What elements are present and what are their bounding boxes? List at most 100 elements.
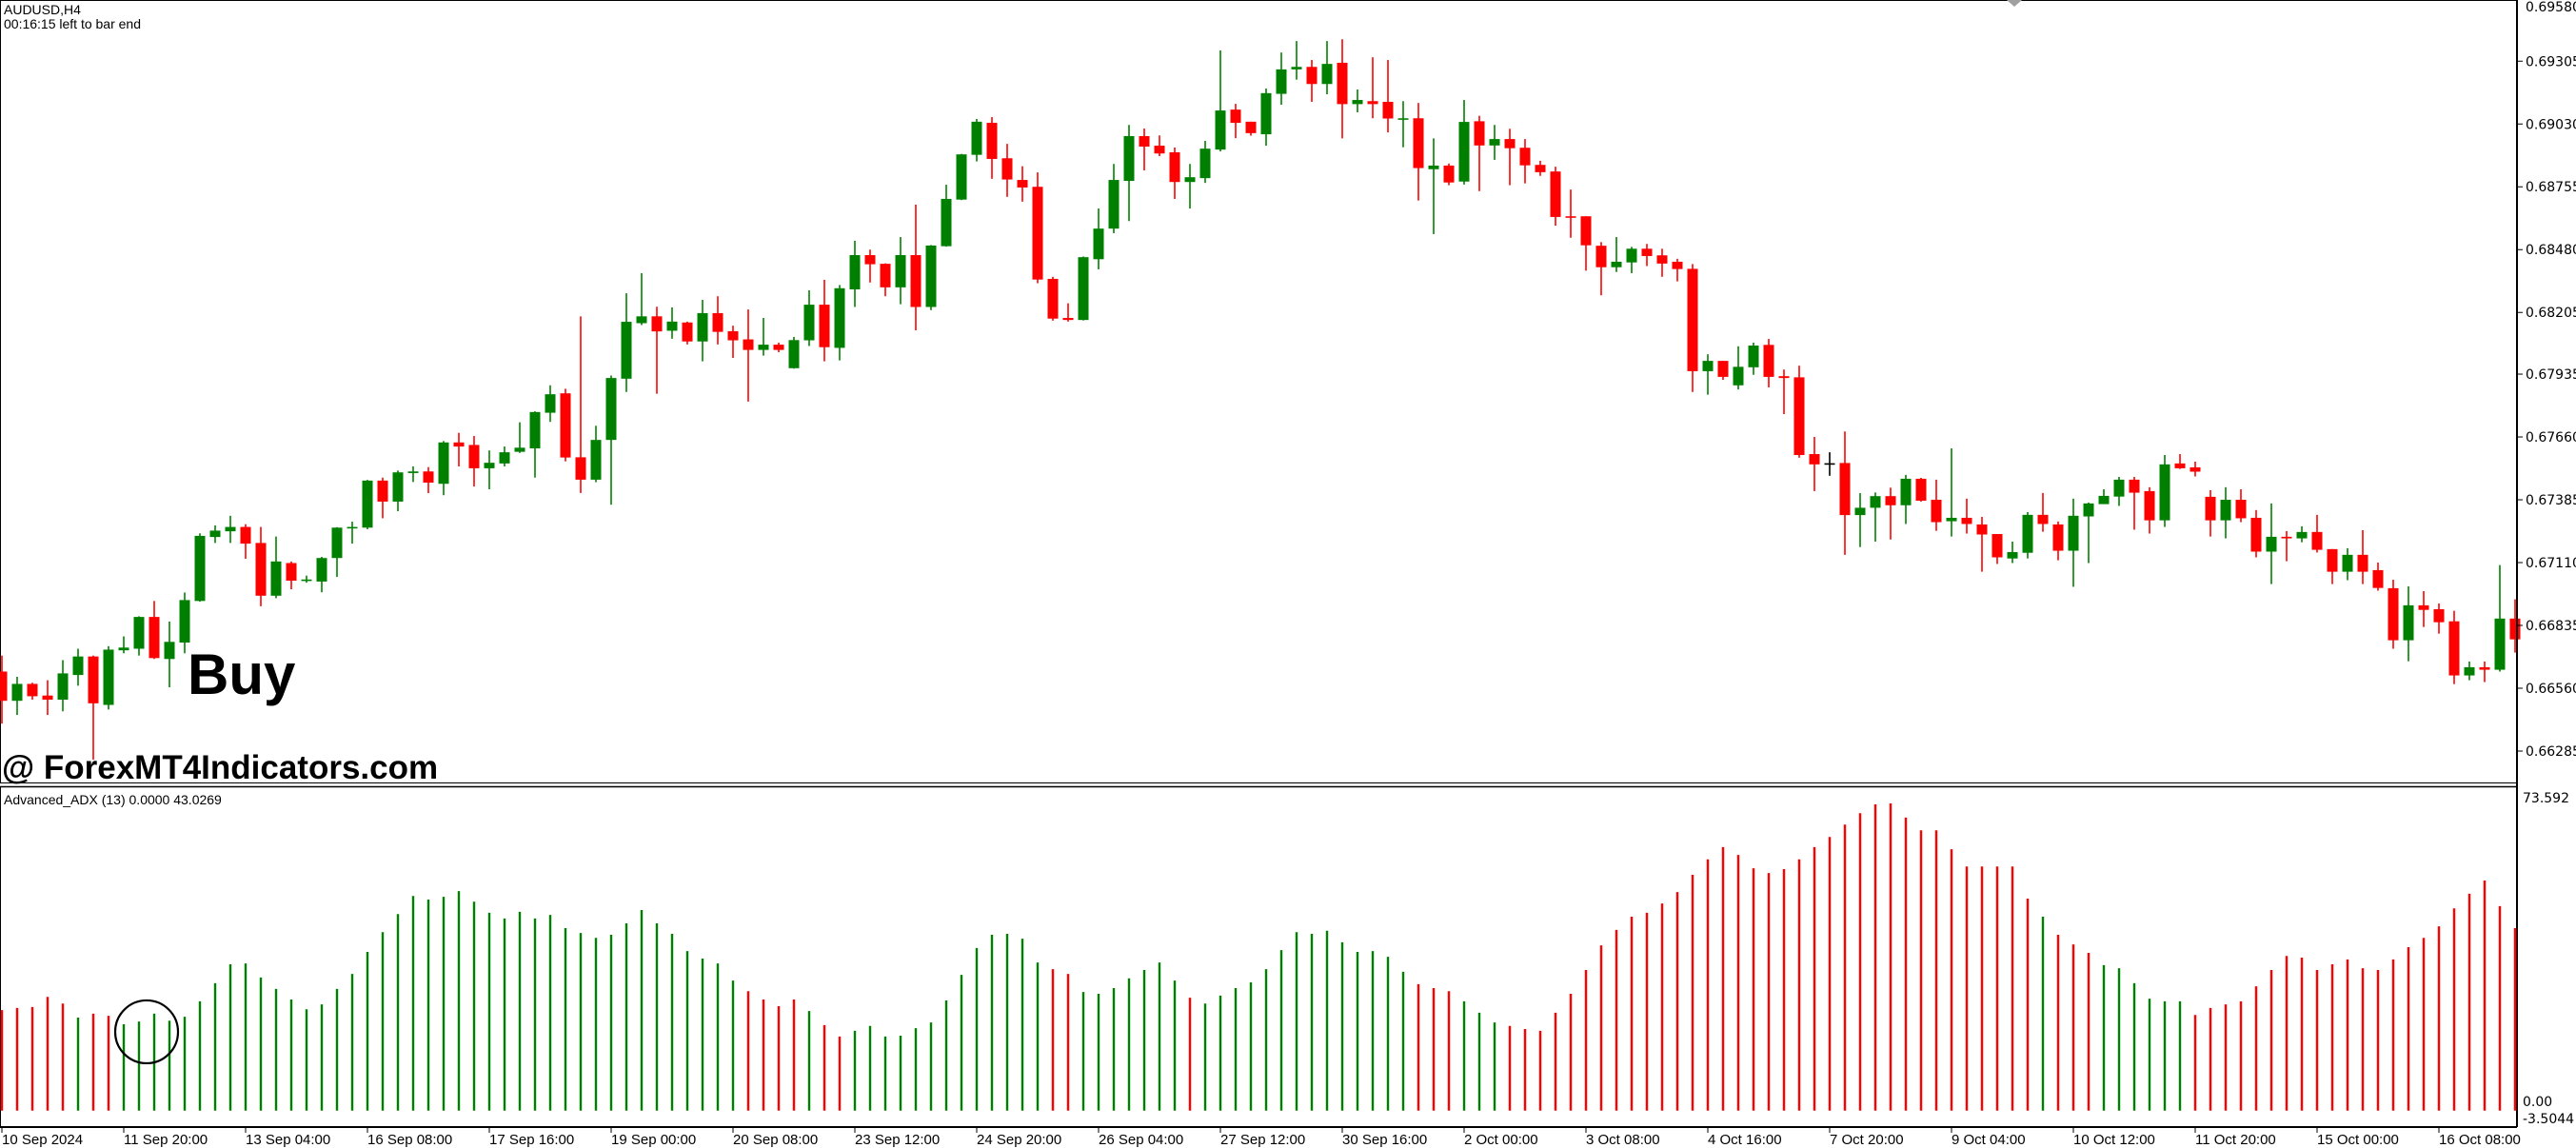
candle (1915, 477, 1927, 502)
candle-body (255, 543, 267, 596)
candle (331, 526, 343, 578)
candle (864, 249, 876, 283)
candle (2509, 599, 2521, 653)
candle (1595, 242, 1607, 296)
candle (2250, 509, 2262, 558)
candle (2418, 591, 2429, 627)
candle-body (468, 445, 480, 468)
time-label: 3 Oct 08:00 (1586, 1132, 1660, 1148)
candle-body (1580, 216, 1592, 246)
candle (2098, 488, 2110, 505)
candle-body (849, 255, 861, 289)
time-label: 19 Sep 00:00 (611, 1132, 696, 1148)
price-label: 0.66835 (2526, 619, 2576, 634)
candle (1565, 189, 1576, 238)
price-label: 0.67660 (2526, 430, 2576, 445)
candle-body (1611, 261, 1622, 267)
candle (1519, 139, 1531, 184)
candle (1870, 492, 1881, 542)
candle (11, 677, 23, 716)
candle (468, 436, 480, 487)
candle (1123, 125, 1135, 222)
candle (377, 477, 388, 519)
candle-body (72, 656, 84, 676)
candle-body (1321, 64, 1333, 85)
candle (407, 465, 419, 483)
price-axis[interactable]: 0.69580 0.69305 0.69030 0.68755 0.68480 0.682… (2516, 0, 2576, 1127)
candle-body (133, 617, 145, 649)
candle-body (2509, 618, 2521, 640)
candle-body (1032, 187, 1043, 280)
candle (1687, 264, 1698, 392)
candle-body (2037, 514, 2049, 525)
candle-body (1915, 478, 1927, 501)
candle-body (727, 330, 739, 341)
candle (986, 117, 998, 179)
candle-body (1291, 67, 1302, 69)
candle-body (2068, 515, 2079, 551)
candle (1078, 256, 1089, 321)
candle (1413, 103, 1424, 201)
candle (2190, 461, 2201, 477)
candle-body (1717, 361, 1729, 377)
candle-body (1885, 496, 1896, 505)
candle (133, 616, 145, 656)
candle-body (149, 617, 160, 659)
candle-body (880, 264, 891, 287)
candle (1641, 244, 1653, 267)
candle (103, 645, 114, 710)
candle-body (2403, 604, 2414, 641)
candle (1017, 166, 1028, 202)
candle (2357, 529, 2368, 584)
candle (194, 533, 206, 603)
candle-body (2494, 618, 2506, 670)
time-axis[interactable]: 10 Sep 2024 11 Sep 20:00 13 Sep 04:00 16 Se… (0, 1126, 2521, 1148)
chart-shift-marker-icon[interactable] (2007, 0, 2022, 7)
candle-body (1062, 317, 1074, 321)
candle-body (1748, 346, 1759, 367)
candle-body (819, 305, 830, 347)
candle (1199, 141, 1211, 184)
candle (2220, 486, 2231, 539)
candle (2083, 502, 2094, 564)
candle (225, 515, 236, 544)
candle-body (910, 255, 921, 307)
time-label: 11 Oct 20:00 (2195, 1132, 2276, 1148)
candle (1854, 493, 1866, 547)
candle-body (1763, 345, 1774, 377)
time-label: 16 Sep 08:00 (367, 1132, 452, 1148)
indicator-title: Advanced_ADX (13) 0.0000 43.0269 (4, 792, 222, 807)
candle (2479, 661, 2490, 683)
indicator-pane[interactable]: Advanced_ADX (13) 0.0000 43.0269 73.592 … (0, 785, 2574, 1127)
candle (545, 385, 556, 423)
candle (27, 683, 38, 701)
candle-body (1870, 496, 1881, 508)
symbol-timeframe-label: AUDUSD,H4 (4, 2, 81, 17)
candle (2052, 521, 2064, 561)
candle-body (1184, 177, 1196, 183)
candle-body (2327, 548, 2338, 572)
candle-body (88, 656, 99, 703)
candle-body (1443, 165, 1455, 183)
candle (727, 326, 739, 358)
candle-body (2144, 490, 2155, 521)
candle (1946, 448, 1957, 537)
candle-body (773, 345, 784, 350)
candle-body (2098, 495, 2110, 505)
price-label: 0.68755 (2526, 180, 2576, 195)
candle (1504, 129, 1516, 186)
candle (514, 422, 525, 453)
candle (1672, 258, 1683, 282)
time-label: 23 Sep 12:00 (855, 1132, 940, 1148)
time-label: 10 Sep 2024 (2, 1132, 83, 1148)
candle-body (11, 683, 23, 702)
candle (1839, 431, 1851, 555)
candle-body (1139, 135, 1150, 148)
candle-body (1733, 366, 1744, 386)
candle (1656, 248, 1668, 277)
candle (316, 557, 327, 593)
candle-body (2250, 517, 2262, 552)
price-pane[interactable]: AUDUSD,H4 00:16:15 left to bar end Buy @… (0, 0, 2521, 786)
candle (956, 153, 967, 201)
